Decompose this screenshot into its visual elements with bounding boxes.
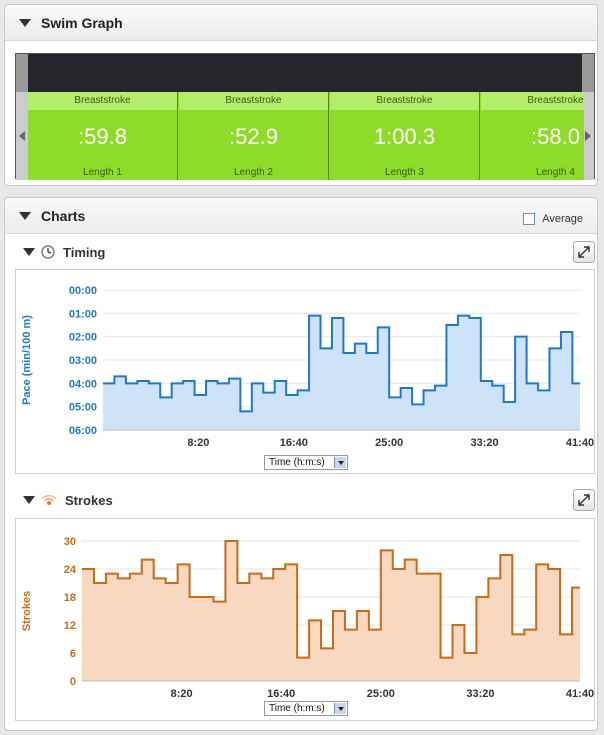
y-tick-label: 12	[64, 620, 76, 632]
timing-chart-svg: 00:00 01:00 02:00 03:00 04:00 05:00 06:00 Pace …	[21, 285, 594, 449]
x-tick-label: 33:20	[471, 437, 499, 449]
series-line	[82, 540, 580, 659]
length-cell[interactable]: Breaststroke :59.8 Length 1	[28, 92, 178, 180]
chevron-down-icon	[334, 703, 346, 714]
y-tick-label: 00:00	[69, 285, 97, 297]
timing-xaxis-select[interactable]: Time (h:m:s)	[264, 455, 348, 470]
timing-expand-button[interactable]	[573, 241, 595, 263]
chevron-down-icon	[334, 457, 346, 468]
expand-icon	[578, 494, 590, 506]
y-tick-label: 18	[64, 592, 76, 604]
strokes-header[interactable]: Strokes	[15, 485, 595, 515]
y-tick-label: 05:00	[69, 402, 97, 414]
y-tick-label: 24	[64, 564, 77, 576]
expand-icon	[578, 246, 590, 258]
length-cell[interactable]: Breaststroke :52.9 Length 2	[179, 92, 329, 180]
strokes-xaxis-select[interactable]: Time (h:m:s)	[264, 701, 348, 716]
y-tick-label: 02:00	[69, 332, 97, 344]
collapse-triangle-icon[interactable]	[23, 496, 35, 504]
length-time: :52.9	[229, 124, 278, 149]
clock-icon	[41, 245, 55, 259]
y-tick-label: 04:00	[69, 378, 97, 390]
average-toggle[interactable]: Average	[523, 213, 583, 225]
x-tick-label: 8:20	[187, 437, 209, 449]
x-tick-label: 16:40	[267, 688, 295, 700]
y-tick-label: 6	[70, 648, 76, 660]
strokes-select-value: Time (h:m:s)	[269, 703, 325, 714]
swim-graph-header[interactable]: Swim Graph	[5, 5, 597, 41]
charts-header[interactable]: Charts	[5, 198, 597, 234]
collapse-triangle-icon[interactable]	[23, 248, 35, 256]
length-cell[interactable]: Breaststroke 1:00.3 Length 3	[330, 92, 480, 180]
y-tick-label: 01:00	[69, 308, 97, 320]
x-tick-label: 33:20	[466, 688, 494, 700]
x-tick-label: 41:40	[566, 688, 594, 700]
scroll-left-button[interactable]	[16, 92, 28, 180]
strokes-title: Strokes	[65, 492, 113, 508]
length-stroke: Breaststroke	[330, 92, 479, 110]
length-stroke: Breaststroke	[28, 92, 177, 110]
timing-select-value: Time (h:m:s)	[269, 457, 325, 468]
average-checkbox[interactable]	[523, 213, 536, 225]
length-label: Length 4	[536, 167, 575, 178]
swim-graph-title: Swim Graph	[41, 14, 123, 31]
collapse-triangle-icon[interactable]	[19, 18, 31, 27]
y-tick-label: 06:00	[69, 425, 97, 437]
series-line	[103, 314, 580, 413]
strokes-chart-svg: 0 6 12 18 24 30 Strokes 8:20 16:40 25:00 33:20 41:4…	[21, 536, 594, 700]
y-axis-label: Strokes	[21, 591, 33, 631]
length-stroke: Breaststroke	[481, 92, 584, 110]
x-tick-label: 41:40	[566, 437, 594, 449]
area-fill	[103, 315, 580, 430]
length-label: Length 3	[385, 167, 424, 178]
timing-chart: 00:00 01:00 02:00 03:00 04:00 05:00 06:00 Pace …	[15, 269, 595, 474]
length-stroke: Breaststroke	[179, 92, 328, 110]
area-fill	[82, 541, 580, 681]
x-tick-label: 16:40	[280, 437, 308, 449]
swim-graph-panel: Swim Graph Breaststroke :59.8 Length 1 B…	[4, 4, 598, 186]
length-time: :58.0	[531, 124, 580, 149]
y-tick-label: 0	[70, 676, 76, 688]
length-time: 1:00.3	[373, 124, 436, 149]
collapse-triangle-icon[interactable]	[19, 211, 31, 220]
y-tick-label: 03:00	[69, 355, 97, 367]
scroll-right-button[interactable]	[582, 92, 594, 180]
strokes-chart: 0 6 12 18 24 30 Strokes 8:20 16:40 25:00 33:20 41:4…	[15, 518, 595, 721]
arrow-left-icon	[19, 131, 25, 141]
length-label: Length 2	[234, 167, 273, 178]
swim-graph-strip: Breaststroke :59.8 Length 1 Breaststroke…	[15, 53, 595, 180]
average-label: Average	[542, 213, 583, 225]
charts-panel: Charts Average Timing 00:00 01:00 02:00 03:…	[4, 197, 598, 731]
x-tick-label: 25:00	[367, 688, 395, 700]
y-axis-label: Pace (min/100 m)	[21, 315, 33, 405]
strokes-expand-button[interactable]	[573, 489, 595, 511]
signal-icon	[41, 494, 57, 505]
y-tick-label: 30	[64, 536, 76, 548]
arrow-right-icon	[585, 131, 591, 141]
charts-title: Charts	[41, 207, 86, 224]
timing-title: Timing	[63, 244, 106, 260]
length-cell[interactable]: Breaststroke :58.0 Length 4	[481, 92, 584, 180]
length-label: Length 1	[83, 167, 122, 178]
swim-lengths-track: Breaststroke :59.8 Length 1 Breaststroke…	[28, 92, 584, 180]
length-time: :59.8	[78, 124, 127, 149]
x-tick-label: 25:00	[375, 437, 403, 449]
timing-header[interactable]: Timing	[15, 237, 595, 267]
x-tick-label: 8:20	[171, 688, 193, 700]
